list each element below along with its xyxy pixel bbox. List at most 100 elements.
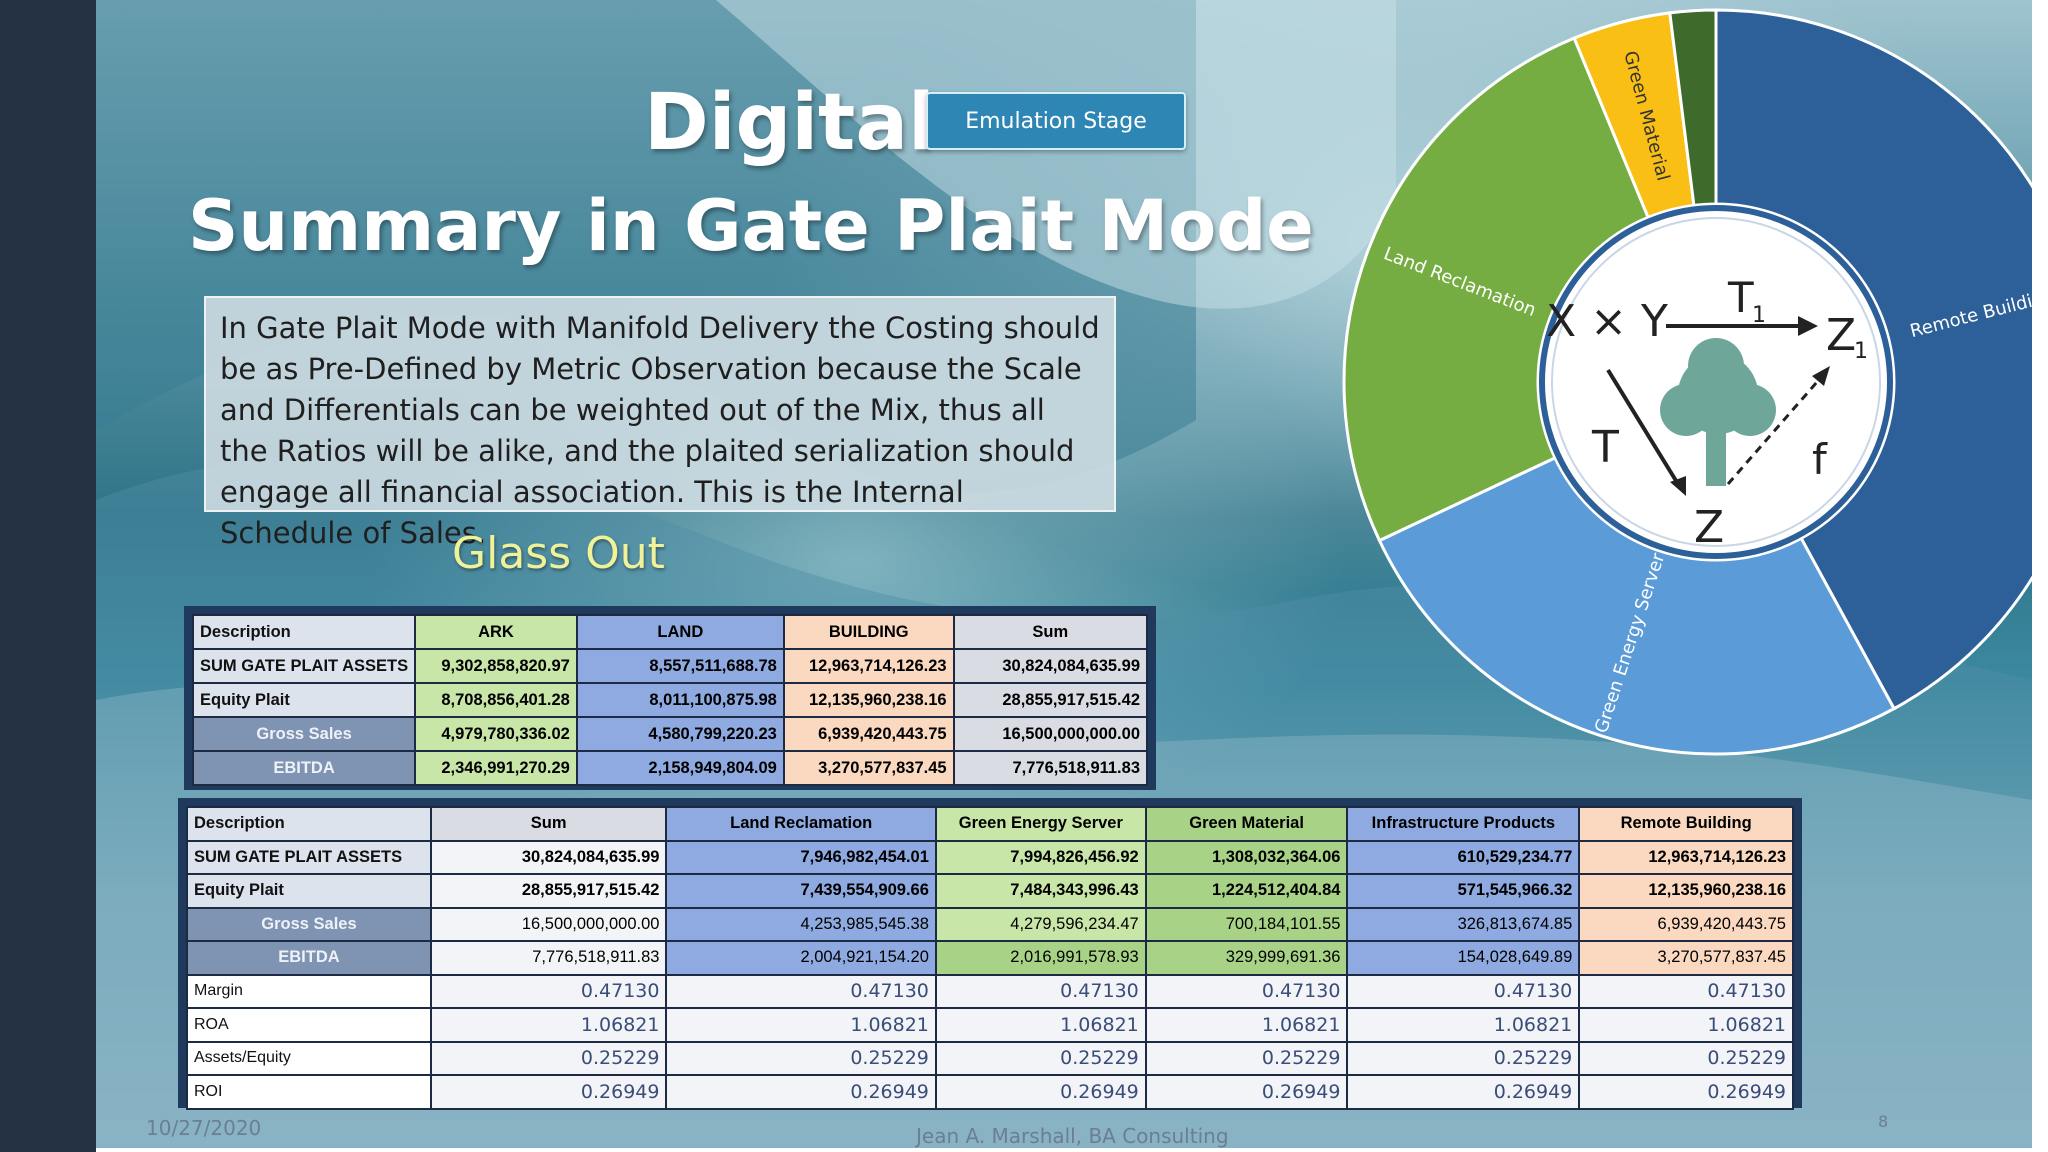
- diagram-right-label: Z: [1826, 310, 1856, 361]
- table-row: SUM GATE PLAIT ASSETS 30,824,084,635.99 …: [186, 839, 1794, 875]
- footer-author: Jean A. Marshall, BA Consulting: [916, 1124, 1229, 1148]
- table-cell: 1.06821: [1144, 1007, 1349, 1043]
- table-cell: 326,813,674.85: [1346, 906, 1581, 942]
- row-label: SUM GATE PLAIT ASSETS: [186, 839, 432, 875]
- summary-table-ark-land-building: Description ARK LAND BUILDING Sum SUM GA…: [191, 614, 1149, 786]
- table-cell: 1.06821: [1578, 1007, 1794, 1043]
- diagram-left-arrow-label: T: [1591, 422, 1619, 473]
- diagram-bottom-label: Z: [1694, 502, 1724, 553]
- table-cell: 12,963,714,126.23: [782, 648, 955, 684]
- column-header: Description: [191, 614, 417, 650]
- title-line-2: Summary in Gate Plait Mode: [188, 185, 1314, 267]
- row-label: Equity Plait: [186, 873, 432, 909]
- table-cell: 571,545,966.32: [1346, 873, 1581, 909]
- table-cell: 154,028,649.89: [1346, 940, 1581, 976]
- diagram-left-label: X × Y: [1546, 296, 1668, 347]
- table-row: ROI 0.26949 0.26949 0.26949 0.26949 0.26…: [186, 1074, 1794, 1110]
- table-row: ROA 1.06821 1.06821 1.06821 1.06821 1.06…: [186, 1007, 1794, 1043]
- footer-date: 10/27/2020: [146, 1116, 262, 1140]
- diagram-inner-ring: [1551, 217, 1881, 547]
- table-cell: 7,994,826,456.92: [934, 839, 1147, 875]
- table-cell: 28,855,917,515.42: [952, 682, 1149, 718]
- table-cell: 7,776,518,911.83: [429, 940, 668, 976]
- diagram-left-arrow: [1606, 368, 1680, 486]
- table-cell: 16,500,000,000.00: [952, 716, 1149, 752]
- donut-segments: [1342, 8, 2032, 756]
- table-cell: 1.06821: [429, 1007, 668, 1043]
- summary-table-segments: Description Sum Land Reclamation Green E…: [186, 806, 1794, 1110]
- table-row: EBITDA 7,776,518,911.83 2,004,921,154.20…: [186, 940, 1794, 976]
- footer-page-number: 8: [1878, 1112, 1889, 1131]
- table-cell: 0.26949: [1144, 1074, 1349, 1110]
- row-label: Gross Sales: [186, 906, 432, 942]
- table-header-row: Description ARK LAND BUILDING Sum: [191, 614, 1149, 650]
- table-cell: 0.25229: [934, 1040, 1147, 1076]
- table-cell: 0.47130: [1578, 973, 1794, 1009]
- table-cell: 1,308,032,364.06: [1144, 839, 1349, 875]
- table-header-row: Description Sum Land Reclamation Green E…: [186, 806, 1794, 842]
- table-cell: 7,776,518,911.83: [952, 750, 1149, 786]
- diagram-dashed-arrow-label: f: [1812, 435, 1828, 484]
- column-header: Sum: [952, 614, 1149, 650]
- table-cell: 0.25229: [429, 1040, 668, 1076]
- emulation-stage-badge: Emulation Stage: [926, 92, 1186, 150]
- table-cell: 8,708,856,401.28: [414, 682, 578, 718]
- left-sidebar-strip: [0, 0, 96, 1152]
- table-cell: 2,004,921,154.20: [665, 940, 937, 976]
- table-cell: 0.25229: [1144, 1040, 1349, 1076]
- diagram-top-arrow-sub: 1: [1752, 303, 1766, 328]
- row-label: Assets/Equity: [186, 1040, 432, 1076]
- table-row: Equity Plait 8,708,856,401.28 8,011,100,…: [191, 682, 1149, 718]
- diagram-left-arrowhead: [1670, 476, 1686, 496]
- row-label: EBITDA: [191, 750, 417, 786]
- table-cell: 7,439,554,909.66: [665, 873, 937, 909]
- table-cell: 4,279,596,234.47: [934, 906, 1147, 942]
- table-cell: 2,158,949,804.09: [575, 750, 785, 786]
- table-cell: 6,939,420,443.75: [782, 716, 955, 752]
- table-cell: 3,270,577,837.45: [782, 750, 955, 786]
- table-cell: 4,253,985,545.38: [665, 906, 937, 942]
- row-label: EBITDA: [186, 940, 432, 976]
- row-label: SUM GATE PLAIT ASSETS: [191, 648, 417, 684]
- table-cell: 12,135,960,238.16: [1578, 873, 1794, 909]
- table-cell: 2,016,991,578.93: [934, 940, 1147, 976]
- table-row: Gross Sales 4,979,780,336.02 4,580,799,2…: [191, 716, 1149, 752]
- table-cell: 30,824,084,635.99: [952, 648, 1149, 684]
- donut-slice: [1714, 8, 2032, 711]
- table-cell: 0.25229: [665, 1040, 937, 1076]
- table-cell: 3,270,577,837.45: [1578, 940, 1794, 976]
- table-cell: 0.26949: [934, 1074, 1147, 1110]
- donut-slice: [1342, 36, 1651, 543]
- table-cell: 0.26949: [1578, 1074, 1794, 1110]
- table-cell: 6,939,420,443.75: [1578, 906, 1794, 942]
- table-cell: 1.06821: [1346, 1007, 1581, 1043]
- slide: Digital Emulation Stage Summary in Gate …: [96, 0, 2032, 1148]
- donut-slice: [1668, 8, 1718, 208]
- table-cell: 12,963,714,126.23: [1578, 839, 1794, 875]
- table-cell: 16,500,000,000.00: [429, 906, 668, 942]
- column-header: Infrastructure Products: [1346, 806, 1581, 842]
- table-cell: 7,946,982,454.01: [665, 839, 937, 875]
- row-label: Margin: [186, 973, 432, 1009]
- diagram-top-arrowhead: [1798, 316, 1818, 336]
- table-cell: 0.47130: [1144, 973, 1349, 1009]
- table-cell: 1.06821: [665, 1007, 937, 1043]
- table-cell: 0.25229: [1578, 1040, 1794, 1076]
- row-label: ROA: [186, 1007, 432, 1043]
- table-cell: 4,580,799,220.23: [575, 716, 785, 752]
- table-cell: 1,224,512,404.84: [1144, 873, 1349, 909]
- table-cell: 2,346,991,270.29: [414, 750, 578, 786]
- tree-icon: [1660, 338, 1776, 486]
- table-cell: 8,011,100,875.98: [575, 682, 785, 718]
- row-label: Gross Sales: [191, 716, 417, 752]
- diagram-dashed-arrow: [1726, 373, 1826, 485]
- column-header: Land Reclamation: [665, 806, 937, 842]
- row-label: ROI: [186, 1074, 432, 1110]
- table-cell: 9,302,858,820.97: [414, 648, 578, 684]
- table-cell: 329,999,691.36: [1144, 940, 1349, 976]
- table-cell: 0.47130: [429, 973, 668, 1009]
- table-cell: 1.06821: [934, 1007, 1147, 1043]
- row-label: Equity Plait: [191, 682, 417, 718]
- table-cell: 610,529,234.77: [1346, 839, 1581, 875]
